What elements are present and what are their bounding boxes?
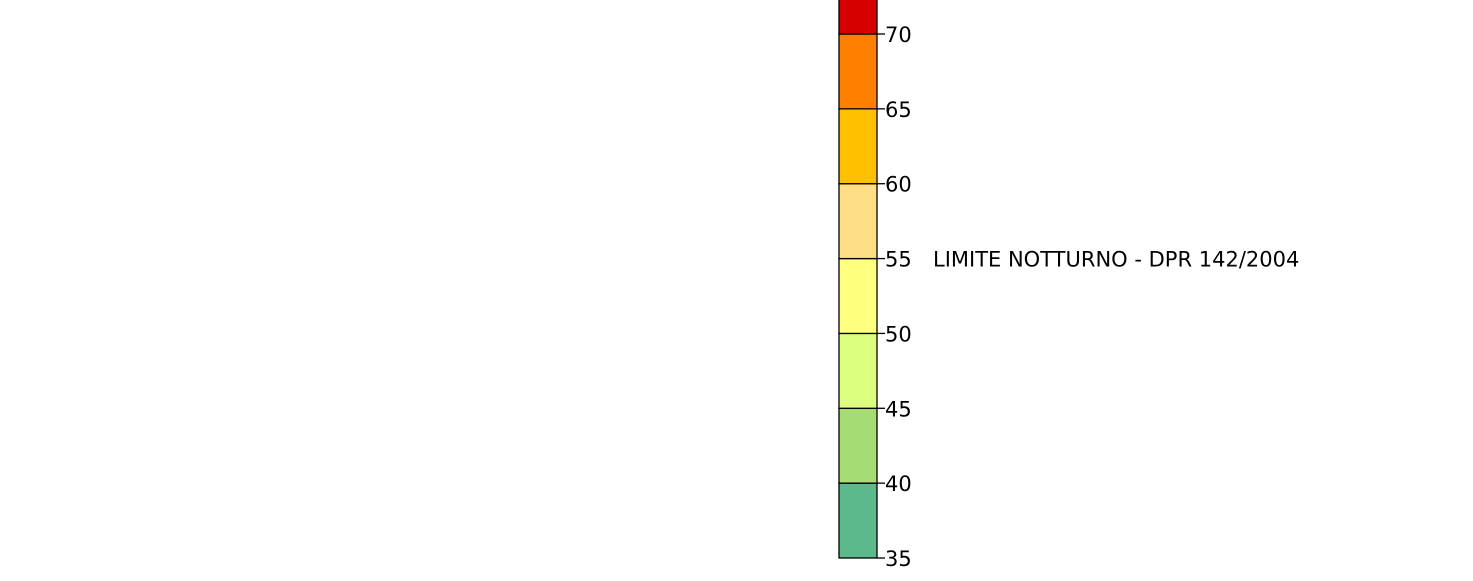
legend-band-60-65 xyxy=(838,108,878,185)
legend-ticks: 35 40 45 50 55 60 65 70 xyxy=(877,23,912,571)
legend-band-55-60 xyxy=(838,183,878,260)
tick-label-65: 65 xyxy=(885,98,912,122)
tick-label-35: 35 xyxy=(885,547,912,571)
legend-band-35-40 xyxy=(838,482,878,559)
legend-band-40-45 xyxy=(838,407,878,484)
legend-band-50-55 xyxy=(838,257,878,335)
tick-label-70: 70 xyxy=(885,23,912,47)
tick-label-45: 45 xyxy=(885,397,912,421)
legend-color-bands xyxy=(838,0,878,559)
tick-label-55: 55 xyxy=(885,248,912,272)
tick-label-60: 60 xyxy=(885,173,912,197)
tick-label-50: 50 xyxy=(885,322,912,346)
tick-label-40: 40 xyxy=(885,472,912,496)
legend-band-65-70 xyxy=(838,33,878,110)
night-limit-label: LIMITE NOTTURNO - DPR 142/2004 xyxy=(933,248,1299,272)
legend-band-45-50 xyxy=(838,332,878,409)
legend-band-70-75 xyxy=(838,0,878,35)
